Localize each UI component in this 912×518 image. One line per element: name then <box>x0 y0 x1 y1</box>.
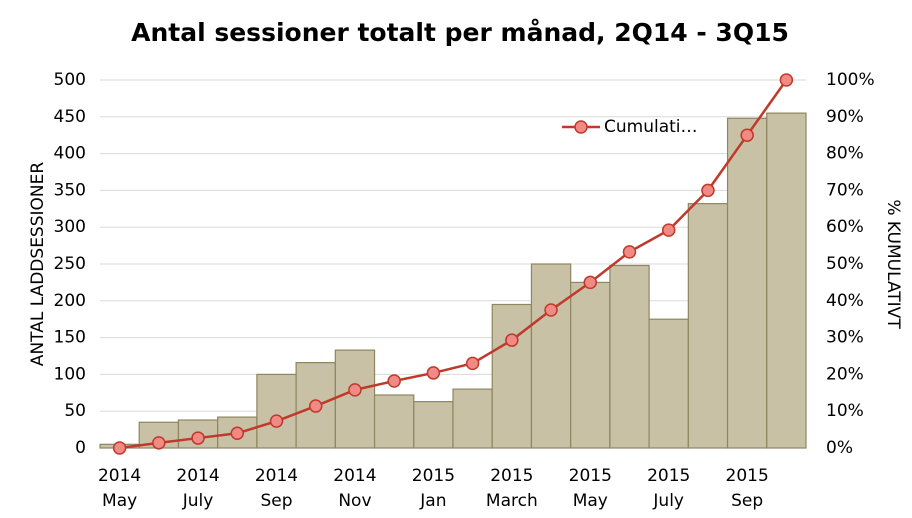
y2-tick-label: 60% <box>826 217 864 237</box>
line-marker <box>622 245 637 259</box>
x-tick-label: 2014 <box>333 466 376 486</box>
y2-tick-label: 40% <box>826 291 864 311</box>
y-tick-label: 0 <box>75 438 86 458</box>
line-marker <box>740 128 754 142</box>
bar <box>413 401 454 449</box>
legend-label: Cumulati… <box>604 117 698 137</box>
chart-title: Antal sessioner totalt per månad, 2Q14 -… <box>131 18 789 47</box>
x-tick-label: May <box>102 491 137 511</box>
x-tick-label: Jan <box>419 491 446 511</box>
y2-axis-label: % KUMULATIVT <box>883 199 903 329</box>
x-tick-label: May <box>573 491 608 511</box>
line-marker <box>426 366 441 380</box>
y-tick-label: 100 <box>54 364 86 384</box>
y2-tick-label: 30% <box>826 328 864 348</box>
line-marker <box>191 431 205 445</box>
line-marker <box>505 333 519 347</box>
y-tick-label: 150 <box>54 328 86 348</box>
bar <box>726 117 768 449</box>
line-marker <box>348 383 362 397</box>
x-tick-label: Nov <box>338 491 371 511</box>
x-tick-label: Sep <box>260 491 292 511</box>
x-tick-label: March <box>486 491 538 511</box>
line-marker <box>701 183 715 198</box>
x-tick-label: 2015 <box>726 466 769 486</box>
y-tick-label: 400 <box>54 144 86 164</box>
bar <box>452 388 493 449</box>
y-tick-label: 50 <box>64 401 86 421</box>
line-marker <box>779 73 794 87</box>
line-marker <box>152 436 166 450</box>
y2-tick-label: 100% <box>826 70 875 90</box>
x-tick-label: 2015 <box>490 466 533 486</box>
y2-tick-label: 50% <box>826 254 864 274</box>
line-marker <box>308 399 323 413</box>
x-tick-label: 2014 <box>255 466 298 486</box>
bar <box>256 373 297 449</box>
y-tick-label: 450 <box>54 107 86 127</box>
y2-tick-label: 80% <box>826 144 864 164</box>
bar <box>570 281 611 449</box>
x-tick-label: Sep <box>731 491 763 511</box>
y-tick-label: 300 <box>54 217 86 237</box>
x-tick-label: 2015 <box>412 466 455 486</box>
y-tick-label: 350 <box>54 180 86 200</box>
y-tick-label: 500 <box>54 70 86 90</box>
bar <box>687 203 729 449</box>
y2-tick-label: 10% <box>826 401 864 421</box>
legend-marker <box>574 120 588 134</box>
x-tick-label: July <box>652 491 684 511</box>
line-marker <box>112 441 127 455</box>
line-marker <box>269 414 284 428</box>
line-marker <box>230 426 245 441</box>
x-tick-label: 2015 <box>569 466 612 486</box>
line-marker <box>465 356 480 371</box>
x-tick-label: 2014 <box>98 466 141 486</box>
bar <box>609 264 650 449</box>
y2-tick-label: 70% <box>826 180 864 200</box>
x-tick-label: July <box>182 491 214 511</box>
y2-tick-label: 0% <box>826 438 853 458</box>
bar <box>648 318 689 449</box>
bar <box>530 263 572 449</box>
x-tick-label: 2015 <box>647 466 690 486</box>
bar <box>334 349 376 449</box>
line-marker <box>544 303 558 317</box>
bar <box>373 394 415 449</box>
y-tick-label: 200 <box>54 291 86 311</box>
y2-tick-label: 90% <box>826 107 864 127</box>
bar <box>766 112 807 449</box>
line-marker <box>661 223 676 237</box>
y-axis-label: ANTAL LADDSESSIONER <box>28 162 48 367</box>
y-tick-label: 250 <box>54 254 86 274</box>
line-marker <box>387 374 401 388</box>
x-tick-label: 2014 <box>176 466 219 486</box>
line-marker <box>583 275 598 290</box>
y2-tick-label: 20% <box>826 364 864 384</box>
bar <box>491 303 533 449</box>
